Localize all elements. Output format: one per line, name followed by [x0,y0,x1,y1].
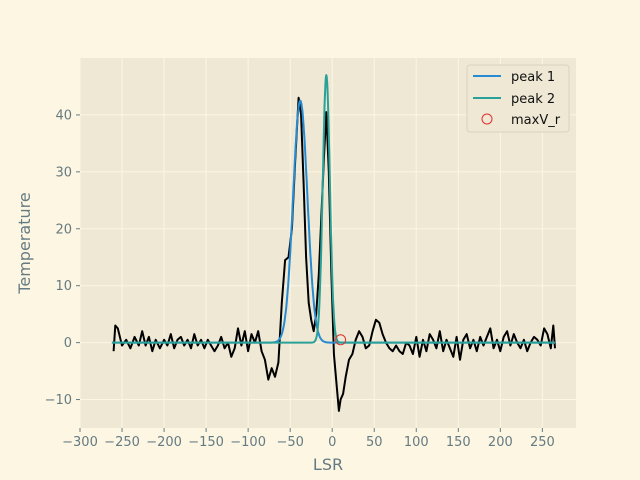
x-tick-label: −300 [62,435,98,450]
x-axis-label: LSR [313,455,343,474]
y-tick-label: 20 [55,222,72,237]
x-tick-label: 100 [404,435,429,450]
legend: peak 1 peak 2 maxV_r [466,64,570,133]
y-axis: −10 0 10 20 30 40 [45,108,80,408]
x-tick-label: 250 [530,435,555,450]
x-tick-label: −100 [230,435,266,450]
legend-label-peak-1: peak 1 [511,70,555,85]
x-tick-label: 50 [366,435,383,450]
legend-label-peak-2: peak 2 [511,92,555,107]
x-axis: −300 −250 −200 −150 −100 −50 0 50 100 150 200 250 [62,428,555,450]
y-axis-label: Temperature [15,192,34,294]
y-tick-label: 0 [64,336,72,351]
y-tick-label: −10 [45,393,72,408]
y-tick-label: 40 [55,108,72,123]
series-layer [111,74,556,412]
legend-label-maxv-r: maxV_r [511,113,561,128]
series-line-peak-2 [111,74,556,344]
x-tick-label: 150 [446,435,471,450]
data-point-maxv-r [335,334,347,346]
legend-marker-maxv-r [481,113,493,125]
x-tick-label: −250 [104,435,140,450]
x-tick-label: 0 [328,435,336,450]
legend-box [466,64,570,133]
x-tick-label: 200 [488,435,513,450]
x-tick-label: −50 [276,435,303,450]
x-tick-label: −150 [188,435,224,450]
y-tick-label: 30 [55,165,72,180]
x-tick-label: −200 [146,435,182,450]
series-line-spectrum [112,96,556,412]
y-tick-label: 10 [55,279,72,294]
